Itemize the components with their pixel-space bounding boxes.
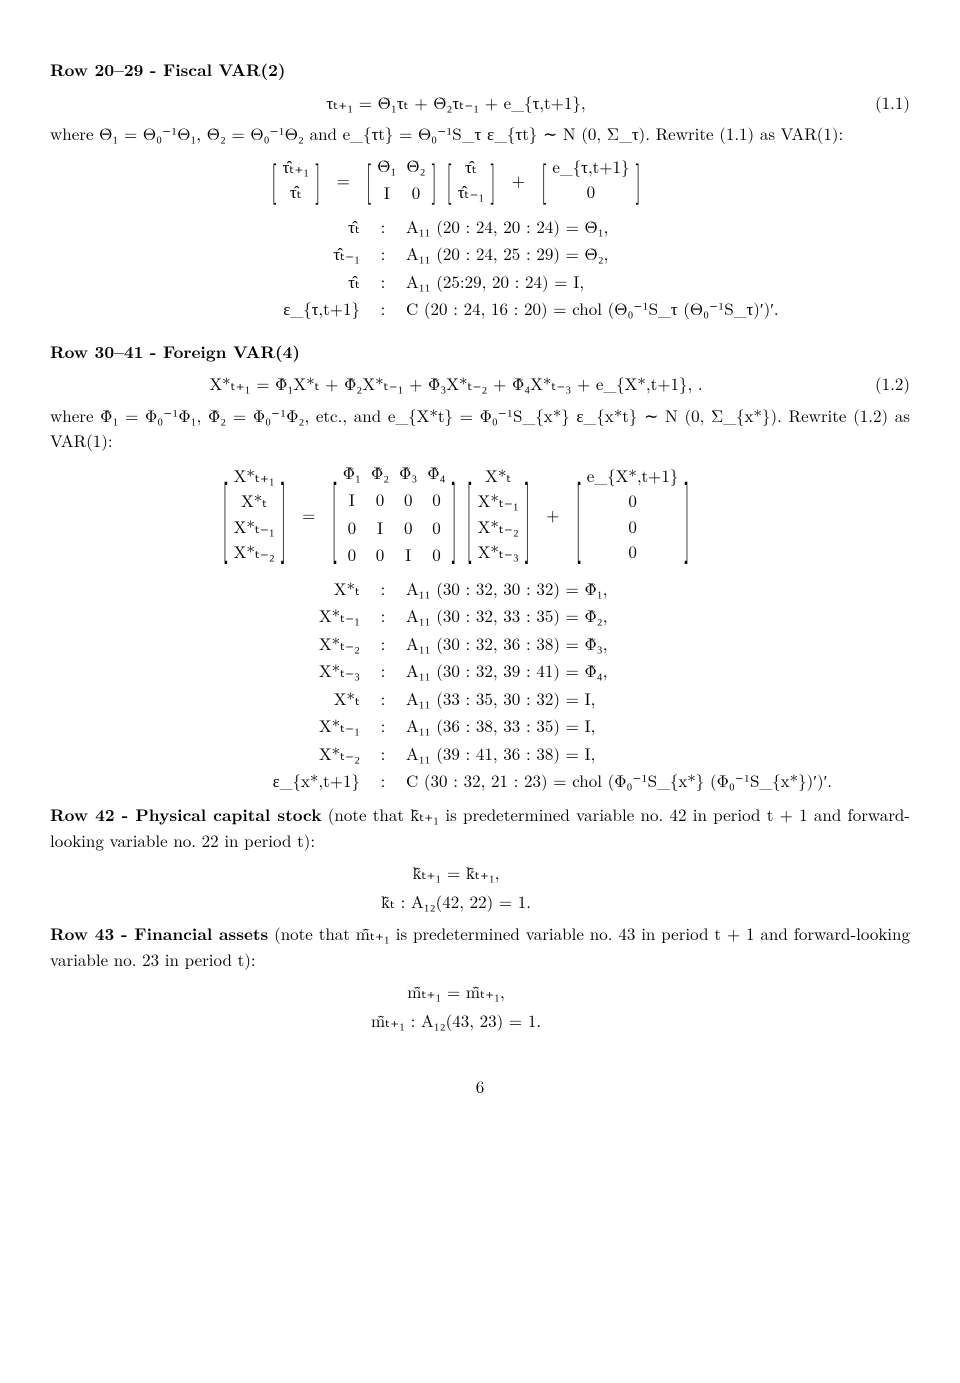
matA-22: 0 xyxy=(406,180,425,206)
R4: X*ₜ₋₃ xyxy=(478,539,519,565)
map4-l: ε_{τ,t+1} xyxy=(270,296,360,322)
matrix-eq-fiscal: [ τ̂ₜ₊₁ τ̂ₜ ] = [ Θ̃₁ Θ̃₂ I 0 ] [ τ̂ₜ τ̂… xyxy=(50,153,910,206)
E4: 0 xyxy=(628,539,637,565)
L3: X*ₜ₋₁ xyxy=(234,514,275,540)
E2: 0 xyxy=(628,488,637,514)
mat-lhs-r1: τ̂ₜ₊₁ xyxy=(282,154,309,180)
m4-r: A₁₁ (30 : 32, 39 : 41) = Φ̃₄, xyxy=(406,658,607,684)
M43: I xyxy=(399,542,417,568)
matA-12: Θ̃₂ xyxy=(406,153,425,179)
text-where-2: where Φ̃₁ = Φ₀⁻¹Φ₁, Φ̃₂ = Φ₀⁻¹Φ₂, etc., … xyxy=(50,403,910,454)
map1-l: τ̂ₜ xyxy=(270,214,360,240)
M42: 0 xyxy=(371,542,389,568)
m7-l: X*ₜ₋₂ xyxy=(270,741,360,767)
M23: 0 xyxy=(399,487,417,513)
m8-r: C (30 : 32, 21 : 23) = chol (Φ₀⁻¹S_{x*} … xyxy=(406,768,832,794)
R3: X*ₜ₋₂ xyxy=(478,514,519,540)
eq-1-2-number: (1.2) xyxy=(862,371,910,397)
R1: X*ₜ xyxy=(485,463,511,489)
L2: X*ₜ xyxy=(241,488,267,514)
equation-1-2: X*ₜ₊₁ = Φ̃₁X*ₜ + Φ̃₂X*ₜ₋₁ + Φ̃₃X*ₜ₋₂ + Φ… xyxy=(50,371,910,397)
map3-r: A₁₁ (25:29, 20 : 24) = I, xyxy=(406,269,584,295)
m3-l: X*ₜ₋₂ xyxy=(270,631,360,657)
eq-42a: k̄̂ₜ₊₁ = k̄̂ₜ₊₁, xyxy=(50,860,862,886)
map3-l: τ̂ₜ xyxy=(270,269,360,295)
m2-l: X*ₜ₋₁ xyxy=(270,603,360,629)
text-where-1: where Θ̃₁ = Θ₀⁻¹Θ₁, Θ̃₂ = Θ₀⁻¹Θ₂ and e_{… xyxy=(50,121,910,147)
M11: Φ̃₁ xyxy=(343,460,361,486)
eq-1-1-body: τₜ₊₁ = Θ̃₁τₜ + Θ̃₂τₜ₋₁ + e_{τ,t+1}, xyxy=(50,90,862,116)
M24: 0 xyxy=(427,487,445,513)
m1-r: A₁₁ (30 : 32, 30 : 32) = Φ̃₁, xyxy=(406,576,607,602)
m6-l: X*ₜ₋₁ xyxy=(270,713,360,739)
mapping-fiscal: τ̂ₜ:A₁₁ (20 : 24, 20 : 24) = Θ̃₁, τ̂ₜ₋₁:… xyxy=(110,214,910,322)
L4: X*ₜ₋₂ xyxy=(234,539,275,565)
mat-rhs-r1: τ̂ₜ xyxy=(465,154,477,180)
section-heading-foreign: Row 30–41 - Foreign VAR(4) xyxy=(50,340,910,366)
m6-r: A₁₁ (36 : 38, 33 : 35) = I, xyxy=(406,713,595,739)
row-42-head: Row 42 - Physical capital stock xyxy=(50,803,322,827)
E1: e_{X*,t+1} xyxy=(587,463,679,489)
M44: 0 xyxy=(427,542,445,568)
M41: 0 xyxy=(343,542,361,568)
mat-rhs-r2: τ̂ₜ₋₁ xyxy=(458,179,485,205)
row-43-para: Row 43 - Financial assets (note that m̄̂… xyxy=(50,921,910,973)
M33: 0 xyxy=(399,515,417,541)
m5-l: X*ₜ xyxy=(270,686,360,712)
E3: 0 xyxy=(628,514,637,540)
m2-r: A₁₁ (30 : 32, 33 : 35) = Φ̃₂, xyxy=(406,603,607,629)
eq-1-1-number: (1.1) xyxy=(862,90,910,116)
equation-1-1: τₜ₊₁ = Θ̃₁τₜ + Θ̃₂τₜ₋₁ + e_{τ,t+1}, (1.1… xyxy=(50,90,910,116)
M32: I xyxy=(371,515,389,541)
page-number: 6 xyxy=(50,1074,910,1100)
M14: Φ̃₄ xyxy=(427,460,445,486)
eq-43b: m̄̂ₜ₊₁ : A₁₂(43, 23) = 1. xyxy=(50,1008,862,1034)
eq-43a: m̄̂ₜ₊₁ = m̄̂ₜ₊₁, xyxy=(50,979,862,1005)
map1-r: A₁₁ (20 : 24, 20 : 24) = Θ̃₁, xyxy=(406,214,608,240)
row-42-para: Row 42 - Physical capital stock (note th… xyxy=(50,802,910,854)
M21: I xyxy=(343,487,361,513)
M13: Φ̃₃ xyxy=(399,460,417,486)
m7-r: A₁₁ (39 : 41, 36 : 38) = I, xyxy=(406,741,595,767)
matA-11: Θ̃₁ xyxy=(377,153,396,179)
map2-r: A₁₁ (20 : 24, 25 : 29) = Θ̃₂, xyxy=(406,241,608,267)
mat-err-r1: e_{τ,t+1} xyxy=(552,154,629,180)
mat-lhs-r2: τ̂ₜ xyxy=(290,179,302,205)
m5-r: A₁₁ (33 : 35, 30 : 32) = I, xyxy=(406,686,595,712)
M12: Φ̃₂ xyxy=(371,460,389,486)
eq-42b: k̄̂ₜ : A₁₂(42, 22) = 1. xyxy=(50,889,862,915)
map4-r: C (20 : 24, 16 : 20) = chol (Θ₀⁻¹S_τ (Θ₀… xyxy=(406,296,779,322)
matrix-eq-foreign: [ X*ₜ₊₁ X*ₜ X*ₜ₋₁ X*ₜ₋₂ ] = [ Φ̃₁Φ̃₂Φ̃₃Φ… xyxy=(50,460,910,568)
M22: 0 xyxy=(371,487,389,513)
row-43-head: Row 43 - Financial assets xyxy=(50,922,268,946)
mat-err-r2: 0 xyxy=(587,179,596,205)
L1: X*ₜ₊₁ xyxy=(234,463,275,489)
m3-r: A₁₁ (30 : 32, 36 : 38) = Φ̃₃, xyxy=(406,631,607,657)
section-heading-fiscal: Row 20–29 - Fiscal VAR(2) xyxy=(50,58,910,84)
M31: 0 xyxy=(343,515,361,541)
m1-l: X*ₜ xyxy=(270,576,360,602)
eq-1-2-body: X*ₜ₊₁ = Φ̃₁X*ₜ + Φ̃₂X*ₜ₋₁ + Φ̃₃X*ₜ₋₂ + Φ… xyxy=(50,371,862,397)
map2-l: τ̂ₜ₋₁ xyxy=(270,241,360,267)
R2: X*ₜ₋₁ xyxy=(478,488,519,514)
M34: 0 xyxy=(427,515,445,541)
mapping-foreign: X*ₜ:A₁₁ (30 : 32, 30 : 32) = Φ̃₁, X*ₜ₋₁:… xyxy=(110,576,910,794)
matA-21: I xyxy=(377,180,396,206)
m8-l: ε_{x*,t+1} xyxy=(270,768,360,794)
m4-l: X*ₜ₋₃ xyxy=(270,658,360,684)
